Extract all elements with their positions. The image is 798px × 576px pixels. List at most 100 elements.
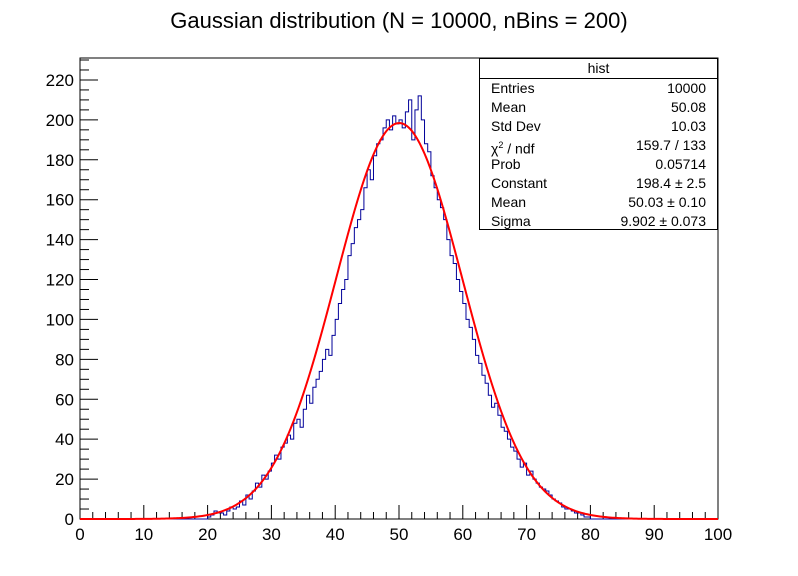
histogram-bin (498, 415, 501, 519)
stats-key: Mean (491, 99, 527, 115)
y-tick-label: 200 (46, 111, 74, 130)
histogram-bin (399, 120, 402, 519)
histogram-bin (319, 371, 322, 519)
ndf-label: / ndf (503, 140, 535, 157)
histogram-bin (412, 140, 415, 519)
stats-row-mean: Mean 50.08 (480, 98, 717, 117)
histogram-bin (396, 124, 399, 519)
x-tick-label: 0 (75, 525, 84, 544)
histogram-bin (297, 419, 300, 519)
histogram-bin (291, 439, 294, 519)
x-tick-label: 10 (134, 525, 153, 544)
stats-key: Sigma (491, 213, 531, 229)
histogram-bin (501, 427, 504, 519)
histogram-bin (278, 459, 281, 519)
stats-row-sigma: Sigma 9.902 ± 0.073 (480, 212, 717, 231)
histogram-bin (450, 256, 453, 519)
histogram-bin (367, 170, 370, 519)
histogram-bin (373, 156, 376, 519)
stats-value: 10000 (667, 80, 706, 96)
stats-row-chi2-ndf: χ2 / ndf 159.7 / 133 (480, 136, 717, 157)
y-tick-label: 220 (46, 71, 74, 90)
gaussian-fit-curve (80, 122, 718, 520)
x-tick-label: 80 (581, 525, 600, 544)
histogram-bin (249, 499, 252, 519)
x-tick-label: 100 (704, 525, 732, 544)
histogram-bin (405, 112, 408, 519)
histogram-bin (555, 501, 558, 519)
y-tick-label: 120 (46, 271, 74, 290)
y-axis: 0 20 40 60 80 100 120 140 160 180 200 220 (46, 59, 98, 529)
histogram-bin (348, 256, 351, 519)
stats-key: χ2 / ndf (491, 136, 535, 159)
stats-value: 198.4 ± 2.5 (636, 175, 706, 191)
stats-row-fit-mean: Mean 50.03 ± 0.10 (480, 193, 717, 212)
histogram-bin (431, 176, 434, 519)
histogram-bin (364, 188, 367, 519)
histogram-bin (511, 447, 514, 519)
stats-row-std-dev: Std Dev 10.03 (480, 117, 717, 136)
histogram-bin (332, 335, 335, 519)
histogram-bin (338, 303, 341, 519)
histogram-bin (361, 210, 364, 519)
y-tick-label: 20 (55, 470, 74, 489)
histogram-bin (543, 489, 546, 519)
histogram-bin (313, 387, 316, 519)
x-tick-label: 30 (262, 525, 281, 544)
histogram-bin (377, 144, 380, 519)
histogram-bin (393, 116, 396, 519)
histogram-bin (415, 110, 418, 519)
chi-symbol: χ (491, 140, 499, 157)
y-tick-label: 180 (46, 151, 74, 170)
histogram-bin (342, 290, 345, 520)
stats-key: Entries (491, 80, 535, 96)
histogram-bin (316, 379, 319, 519)
stats-header: hist (480, 59, 717, 79)
histogram-bin (421, 120, 424, 519)
histogram-bin (504, 431, 507, 519)
stats-value: 50.08 (670, 99, 706, 115)
histogram-bin (275, 455, 278, 519)
y-tick-label: 80 (55, 350, 74, 369)
chart-title: Gaussian distribution (N = 10000, nBins … (170, 8, 627, 33)
histogram-bin (418, 96, 421, 519)
x-tick-label: 90 (645, 525, 664, 544)
x-tick-label: 50 (390, 525, 409, 544)
stats-key: Constant (491, 175, 548, 191)
histogram-bin (492, 407, 495, 519)
histogram-bin (335, 319, 338, 519)
histogram-bin (358, 220, 361, 519)
histogram-bin (463, 303, 466, 519)
stats-key: Std Dev (491, 118, 541, 134)
stats-value: 10.03 (670, 118, 706, 134)
histogram-bin (507, 439, 510, 519)
x-tick-label: 20 (198, 525, 217, 544)
stats-key: Mean (491, 194, 527, 210)
histogram-bin (380, 140, 383, 519)
stats-row-constant: Constant 198.4 ± 2.5 (480, 174, 717, 193)
histogram-bin (386, 120, 389, 519)
histogram-bin (533, 479, 536, 519)
histogram-bin (479, 363, 482, 519)
histogram-bin (444, 220, 447, 519)
histogram-bin (469, 327, 472, 519)
histogram-bin (284, 443, 287, 519)
y-tick-label: 100 (46, 310, 74, 329)
histogram-bin (224, 515, 227, 519)
histogram-bin (351, 244, 354, 519)
histogram-bin (453, 264, 456, 519)
x-tick-label: 60 (453, 525, 472, 544)
histogram-bin (434, 188, 437, 519)
histogram-bin (354, 228, 357, 519)
histogram-bin (460, 291, 463, 519)
stats-rows: Entries 10000 Mean 50.08 Std Dev 10.03 χ… (480, 79, 717, 231)
histogram-bin (456, 280, 459, 519)
histogram-bin (425, 144, 428, 519)
histogram-bin (466, 319, 469, 519)
y-tick-label: 160 (46, 191, 74, 210)
histogram-bin (488, 395, 491, 519)
chi-superscript: 2 (498, 140, 504, 150)
y-tick-label: 140 (46, 231, 74, 250)
x-axis: 0 10 20 30 40 50 60 70 80 90 100 (75, 505, 732, 544)
